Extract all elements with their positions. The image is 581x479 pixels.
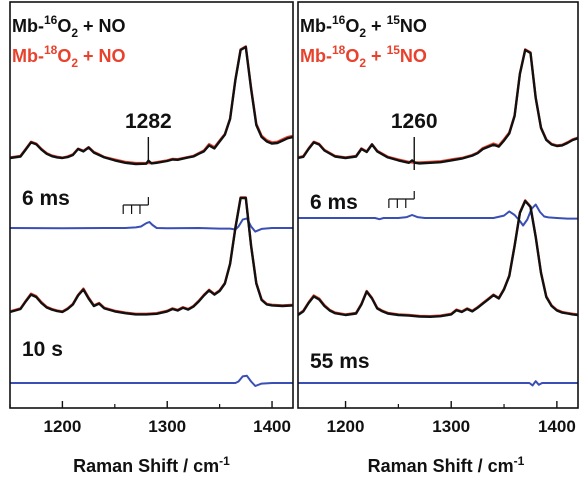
x-tick-label: 1400 xyxy=(253,417,291,436)
time-label: 10 s xyxy=(22,338,63,361)
x-tick-label: 1200 xyxy=(327,417,365,436)
plot-frame xyxy=(297,1,579,409)
time-label: 6 ms xyxy=(22,187,70,210)
peak-label: 1260 xyxy=(391,110,438,133)
series-top-16 xyxy=(10,45,293,166)
panel-right: 1200 1300 1400 Raman Shift / cm-1 Mb-16O2 + … xyxy=(297,1,579,476)
x-tick-label: 1300 xyxy=(432,417,470,436)
series-top-18 xyxy=(10,45,293,165)
series-top-16 xyxy=(298,48,578,165)
panel-left: 1200 1300 1400 Raman Shift / cm-1 Mb-16O2 + … xyxy=(9,1,294,476)
x-tick-label: 1200 xyxy=(43,417,81,436)
series-diff-6ms xyxy=(298,203,578,227)
plot-area xyxy=(298,48,578,387)
isotope-comb xyxy=(388,191,415,208)
series-diff-10s xyxy=(10,374,293,387)
legend-entry: Mb-16O2 + NO xyxy=(12,13,126,40)
series-bot-16 xyxy=(10,196,293,316)
x-axis-label: Raman Shift / cm-1 xyxy=(368,454,525,476)
series-diff-55ms xyxy=(298,380,578,387)
time-label: 6 ms xyxy=(310,191,358,214)
series-bot-16 xyxy=(298,199,578,318)
isotope-comb xyxy=(122,197,149,214)
legend-entry: Mb-18O2 + 15NO xyxy=(300,43,427,70)
series-bot-18 xyxy=(10,196,293,315)
x-tick-label: 1300 xyxy=(148,417,186,436)
x-axis-label: Raman Shift / cm-1 xyxy=(73,454,230,476)
plot-frame xyxy=(9,1,294,409)
x-tick-label: 1400 xyxy=(538,417,576,436)
peak-label: 1282 xyxy=(125,110,172,133)
series-diff-6ms xyxy=(10,217,293,233)
time-label: 55 ms xyxy=(310,350,370,373)
legend-entry: Mb-18O2 + NO xyxy=(12,43,126,70)
legend-entry: Mb-16O2 + 15NO xyxy=(300,13,427,40)
plot-area xyxy=(10,45,293,387)
